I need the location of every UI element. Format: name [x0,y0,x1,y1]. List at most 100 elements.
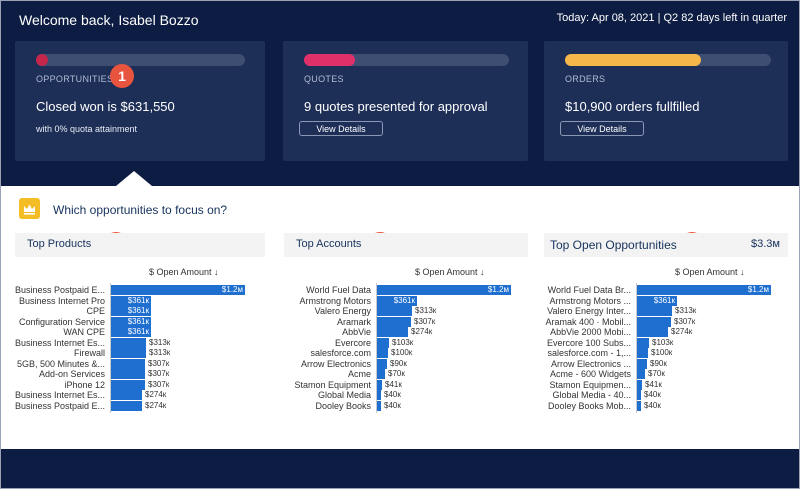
chart-bar[interactable] [377,400,381,411]
chart-row[interactable]: Global Media - 40... $40к [544,390,788,400]
chart-value-label: $307к [148,369,170,378]
chart-row[interactable]: Business Postpaid E... $1.2м [15,285,270,295]
chart-category-label: Valero Energy Inter... [547,306,631,316]
chart-row[interactable]: Evercore 100 Subs... $103к [544,337,788,348]
chart-bar[interactable] [111,327,151,337]
top-accounts-chart: $ Open Amount ↓ World Fuel Data $1.2м Armst… [284,267,528,415]
chart-category-label: Business Internet Pro [18,295,105,306]
chart-bar[interactable] [377,295,417,306]
chart-category-label: Valero Energy [314,306,371,316]
orders-card[interactable]: ORDERS $10,900 orders fullfilled View De… [544,41,788,161]
chart-bar[interactable] [111,295,151,306]
chart-bar[interactable] [637,316,671,327]
chart-bar[interactable] [377,285,511,295]
chart-row[interactable]: World Fuel Data Br... $1.2м [544,285,788,295]
opportunities-headline: Closed won is $631,550 [36,99,175,114]
chart-row[interactable]: Acme - 600 Widgets $70к [544,369,788,379]
chart-row[interactable]: Dooley Books $40к [284,400,528,411]
chart-bar[interactable] [637,358,647,369]
chart-bar[interactable] [377,390,381,400]
chart-row[interactable]: AbbVie 2000 Mobi... $274к [544,327,788,337]
opportunities-progress-fill [36,54,48,66]
chart-row[interactable]: Dooley Books Mob... $40к [544,400,788,411]
chart-value-label: $90к [650,358,667,368]
chart-bar[interactable] [637,390,641,400]
quotes-card[interactable]: QUOTES 9 quotes presented for approval V… [283,41,528,161]
chart-bar[interactable] [637,306,672,316]
chart-category-label: WAN CPE [63,327,105,337]
chart-bar[interactable] [637,348,648,358]
chart-bar[interactable] [377,337,389,348]
quotes-view-details-button[interactable]: View Details [299,121,383,136]
chart-row[interactable]: Valero Energy Inter... $313к [544,306,788,316]
chart-row[interactable]: Aramak 400 · Mobil... $307к [544,316,788,327]
orders-view-details-button[interactable]: View Details [560,121,644,136]
chart-bar[interactable] [637,369,645,379]
chart-bar[interactable] [111,348,146,358]
chart-row[interactable]: Business Postpaid E... $274к [15,400,270,411]
chart-row[interactable]: Business Internet Es... $313к [15,337,270,348]
chart-bar[interactable] [377,369,385,379]
opportunities-caption: OPPORTUNITIES [36,74,114,84]
quotes-progress-fill [304,54,355,66]
chart-bar[interactable] [637,285,771,295]
chart-row[interactable]: salesforce.com - 1,... $100к [544,348,788,358]
chart-value-label: $1.2м [747,285,769,294]
chart-bar[interactable] [637,400,641,411]
chart-row[interactable]: Stamon Equipment $41к [284,379,528,390]
chart-row[interactable]: Add-on Services $307к [15,369,270,379]
top-open-opportunities-title: Top Open Opportunities [550,238,677,252]
chart-row[interactable]: CPE $361к [15,306,270,316]
chart-bar[interactable] [111,337,146,348]
chart-row[interactable]: Evercore $103к [284,337,528,348]
chart-bar[interactable] [111,369,145,379]
chart-bar[interactable] [637,327,668,337]
chart-axis-title[interactable]: $ Open Amount ↓ [675,267,745,277]
chart-bar[interactable] [637,295,677,306]
opportunities-card[interactable]: OPPORTUNITIES Closed won is $631,550 wit… [15,41,265,161]
chart-bar[interactable] [111,390,142,400]
chart-row[interactable]: WAN CPE $361к [15,327,270,337]
chart-row[interactable]: Valero Energy $313к [284,306,528,316]
chart-row[interactable]: Business Internet Pro $361к [15,295,270,306]
chart-bar[interactable] [637,337,649,348]
chart-value-label: $361к [127,306,149,315]
chart-bar[interactable] [111,400,142,411]
chart-row[interactable]: World Fuel Data $1.2м [284,285,528,295]
chart-row[interactable]: Configuration Service $361к [15,316,270,327]
chart-row[interactable]: salesforce.com $100к [284,348,528,358]
chart-axis-title[interactable]: $ Open Amount ↓ [415,267,485,277]
chart-bar[interactable] [111,306,151,316]
chart-bar[interactable] [377,327,408,337]
chart-category-label: Business Internet Es... [15,390,105,400]
chart-row[interactable]: Global Media $40к [284,390,528,400]
chart-bar[interactable] [377,348,388,358]
chart-category-label: World Fuel Data Br... [547,285,631,295]
chart-bar[interactable] [111,316,151,327]
chart-bar[interactable] [111,379,145,390]
chart-bar[interactable] [111,285,245,295]
chart-axis-line [636,283,637,413]
chart-bar[interactable] [111,358,145,369]
chart-row[interactable]: 5GB, 500 Minutes &... $307к [15,358,270,369]
chart-axis-title[interactable]: $ Open Amount ↓ [149,267,219,277]
quotes-caption: QUOTES [304,74,344,84]
chart-bar[interactable] [377,306,412,316]
chart-row[interactable]: iPhone 12 $307к [15,379,270,390]
chart-row[interactable]: Arrow Electronics ... $90к [544,358,788,369]
chart-row[interactable]: Arrow Electronics $90к [284,358,528,369]
chart-row[interactable]: Stamon Equipmen... $41к [544,379,788,390]
chart-category-label: Add-on Services [38,369,105,379]
chart-row[interactable]: Armstrong Motors $361к [284,295,528,306]
chart-value-label: $307к [674,316,696,326]
chart-bar[interactable] [637,379,642,390]
chart-bar[interactable] [377,379,382,390]
chart-row[interactable]: Armstrong Motors ... $361к [544,295,788,306]
chart-row[interactable]: Business Internet Es... $274к [15,390,270,400]
chart-bar[interactable] [377,316,411,327]
chart-bar[interactable] [377,358,387,369]
chart-row[interactable]: Acme $70к [284,369,528,379]
chart-row[interactable]: AbbVie $274к [284,327,528,337]
chart-row[interactable]: Aramark $307к [284,316,528,327]
chart-row[interactable]: Firewall $313к [15,348,270,358]
